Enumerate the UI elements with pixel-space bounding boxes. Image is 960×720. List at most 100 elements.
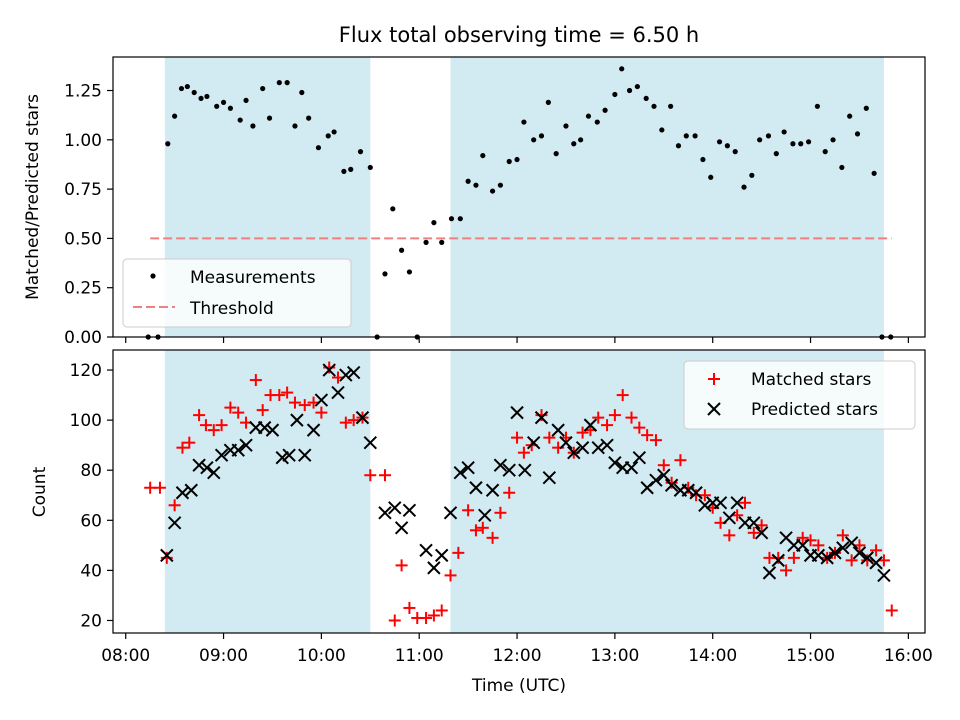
x-tick-label: 09:00 bbox=[199, 646, 248, 666]
predicted-star-point bbox=[200, 461, 214, 475]
measurement-point bbox=[306, 115, 312, 121]
matched-star-point bbox=[339, 416, 352, 429]
matched-star-point bbox=[347, 414, 360, 427]
measurement-point bbox=[448, 216, 455, 222]
predicted-star-point bbox=[689, 486, 703, 500]
matched-star-point bbox=[207, 424, 220, 437]
x-tick-label: 10:00 bbox=[297, 646, 346, 666]
measurement-point bbox=[790, 141, 796, 147]
matched-star-point bbox=[183, 436, 196, 449]
measurement-point bbox=[765, 133, 772, 139]
predicted-star-point bbox=[160, 548, 174, 563]
measurement-point bbox=[692, 133, 698, 139]
measurement-point bbox=[571, 141, 577, 147]
measurement-point bbox=[854, 131, 861, 137]
bottom-y-tick-label: 20 bbox=[80, 611, 102, 631]
x-tick-label: 12:00 bbox=[493, 646, 542, 666]
predicted-star-point bbox=[502, 463, 516, 477]
matched-star-point bbox=[176, 441, 189, 454]
matched-star-point bbox=[601, 419, 614, 432]
measurement-point bbox=[626, 87, 633, 94]
measurement-point bbox=[204, 93, 210, 100]
matched-star-point bbox=[364, 469, 377, 482]
matched-star-point bbox=[486, 531, 499, 544]
measurement-point bbox=[822, 149, 828, 155]
predicted-star-point bbox=[860, 551, 874, 565]
matched-star-point bbox=[885, 604, 898, 617]
matched-star-point bbox=[633, 421, 646, 434]
predicted-star-point bbox=[346, 365, 361, 380]
matched-star-point bbox=[323, 361, 336, 374]
measurement-point bbox=[220, 99, 227, 105]
predicted-star-point bbox=[877, 568, 891, 583]
matched-star-point bbox=[576, 426, 589, 439]
matched-star-point bbox=[199, 419, 212, 432]
measurement-point bbox=[612, 91, 618, 98]
predicted-star-point bbox=[184, 483, 198, 497]
matched-star-point bbox=[427, 609, 440, 622]
matched-star-point bbox=[812, 539, 825, 552]
matched-star-point bbox=[861, 554, 874, 567]
measurement-point bbox=[191, 89, 197, 96]
predicted-star-point bbox=[747, 516, 761, 530]
predicted-star-point bbox=[542, 471, 557, 485]
predicted-star-point bbox=[518, 463, 532, 477]
measurement-point bbox=[292, 123, 298, 129]
measurement-point bbox=[708, 174, 714, 180]
bottom-y-tick-label: 100 bbox=[70, 411, 102, 431]
measurement-point bbox=[284, 80, 290, 86]
x-tick-label: 16:00 bbox=[884, 646, 933, 666]
matched-star-point bbox=[298, 399, 311, 412]
measurement-point bbox=[749, 172, 755, 178]
x-tick-label: 08:00 bbox=[101, 646, 150, 666]
top-y-tick-label: 0.00 bbox=[64, 328, 102, 348]
bottom-panel-frame bbox=[112, 349, 926, 634]
predicted-star-point bbox=[478, 508, 492, 522]
measurement-point bbox=[357, 149, 364, 155]
matched-star-point bbox=[193, 409, 206, 422]
measurement-point bbox=[830, 137, 836, 143]
measurement-point bbox=[390, 206, 396, 212]
measurement-point bbox=[480, 152, 486, 159]
matched-star-point bbox=[747, 526, 760, 539]
predicted-star-point bbox=[298, 448, 312, 462]
matched-star-point bbox=[232, 406, 245, 419]
measurement-point bbox=[399, 247, 405, 253]
measurement-point bbox=[184, 83, 190, 90]
matched-star-point bbox=[281, 386, 294, 399]
measurements-points bbox=[145, 66, 894, 340]
matched-star-point bbox=[641, 429, 654, 442]
measurement-point bbox=[457, 216, 463, 222]
measurement-point bbox=[165, 141, 171, 147]
measurement-point bbox=[514, 156, 520, 163]
predicted-star-point bbox=[771, 553, 785, 568]
predicted-star-point bbox=[713, 496, 728, 510]
bottom-y-tick-label: 60 bbox=[80, 511, 102, 531]
matched-star-point bbox=[787, 551, 800, 564]
matched-star-point bbox=[256, 404, 269, 417]
predicted-star-point bbox=[388, 501, 402, 515]
top-panel-legend: Measurements Threshold bbox=[122, 258, 352, 328]
predicted-star-point bbox=[510, 405, 524, 420]
bottom-y-tick-label: 120 bbox=[70, 361, 102, 381]
measurement-point bbox=[341, 168, 347, 174]
predicted-star-point bbox=[526, 435, 541, 450]
measurement-point bbox=[315, 145, 322, 151]
predicted-star-point bbox=[730, 496, 744, 510]
matched-star-point bbox=[273, 389, 286, 402]
measurement-point bbox=[198, 95, 204, 102]
predicted-star-point bbox=[453, 466, 468, 480]
predicted-star-point bbox=[207, 466, 221, 480]
measurement-point bbox=[798, 141, 804, 147]
predicted-star-point bbox=[869, 556, 883, 570]
predicted-star-point bbox=[600, 438, 614, 452]
predicted-star-point bbox=[591, 440, 605, 455]
measurement-point bbox=[585, 113, 592, 119]
measurement-point bbox=[348, 166, 354, 172]
x-axis-label: Time (UTC) bbox=[471, 676, 566, 696]
matched-star-point bbox=[665, 476, 678, 489]
matched-star-point bbox=[435, 604, 448, 617]
predicted-star-point bbox=[820, 551, 834, 565]
matched-star-point bbox=[476, 521, 489, 534]
measurement-point bbox=[659, 127, 665, 133]
